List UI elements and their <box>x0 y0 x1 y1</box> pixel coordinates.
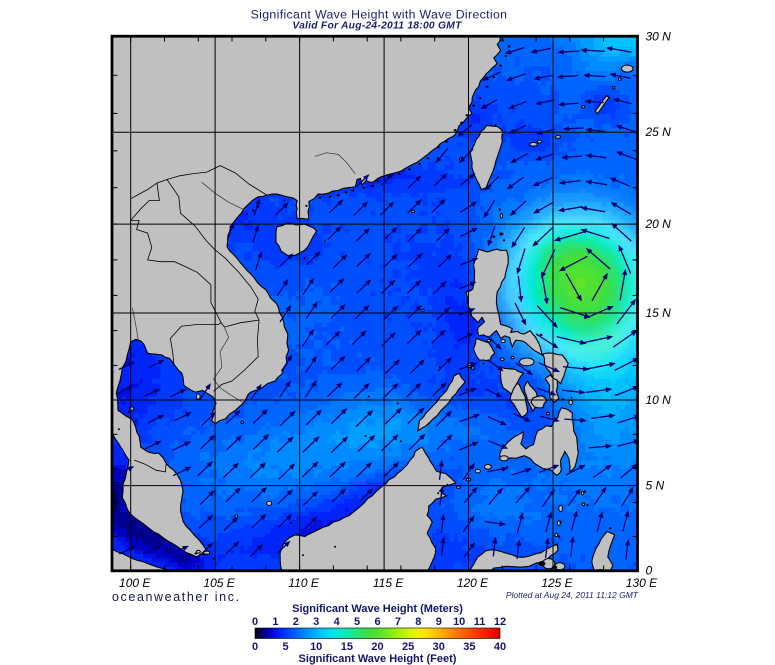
svg-text:20: 20 <box>371 641 383 653</box>
svg-text:5 N: 5 N <box>646 479 665 493</box>
svg-text:4: 4 <box>334 616 341 628</box>
svg-text:25: 25 <box>402 641 414 653</box>
svg-text:6: 6 <box>374 616 380 628</box>
svg-text:12: 12 <box>494 616 506 628</box>
svg-text:Significant Wave Height (Feet): Significant Wave Height (Feet) <box>299 653 457 665</box>
svg-text:Significant Wave Height (Meter: Significant Wave Height (Meters) <box>292 603 463 615</box>
svg-text:10: 10 <box>310 641 322 653</box>
svg-text:10 N: 10 N <box>646 393 672 407</box>
svg-text:Significant Wave Height with W: Significant Wave Height with Wave Direct… <box>251 8 508 22</box>
svg-text:9: 9 <box>436 616 442 628</box>
svg-text:Plotted at Aug 24, 2011 11:12: Plotted at Aug 24, 2011 11:12 GMT <box>506 590 639 600</box>
svg-text:100 E: 100 E <box>119 576 151 590</box>
svg-text:15 N: 15 N <box>646 306 672 320</box>
svg-text:40: 40 <box>494 641 506 653</box>
svg-text:30: 30 <box>433 641 445 653</box>
svg-text:10: 10 <box>453 616 465 628</box>
svg-text:1: 1 <box>272 616 278 628</box>
svg-text:125 E: 125 E <box>541 576 573 590</box>
svg-text:120 E: 120 E <box>457 576 489 590</box>
svg-text:Valid For Aug-24-2011 18:00 GM: Valid For Aug-24-2011 18:00 GMT <box>292 21 463 32</box>
svg-text:0: 0 <box>646 564 653 578</box>
svg-text:110 E: 110 E <box>288 576 319 590</box>
svg-text:oceanweather inc.: oceanweather inc. <box>112 590 241 604</box>
svg-text:20 N: 20 N <box>645 217 672 231</box>
svg-text:25 N: 25 N <box>645 125 672 139</box>
svg-text:0: 0 <box>252 641 258 653</box>
svg-text:130 E: 130 E <box>626 576 658 590</box>
svg-text:5: 5 <box>283 641 289 653</box>
svg-text:3: 3 <box>313 616 319 628</box>
svg-text:30 N: 30 N <box>646 30 672 44</box>
svg-text:115 E: 115 E <box>373 576 404 590</box>
svg-text:15: 15 <box>341 641 353 653</box>
svg-text:105 E: 105 E <box>203 576 235 590</box>
svg-text:5: 5 <box>354 616 360 628</box>
svg-text:8: 8 <box>415 616 421 628</box>
svg-text:35: 35 <box>463 641 475 653</box>
svg-text:7: 7 <box>395 616 401 628</box>
svg-text:0: 0 <box>252 616 258 628</box>
svg-text:2: 2 <box>293 616 299 628</box>
svg-text:11: 11 <box>474 616 486 628</box>
